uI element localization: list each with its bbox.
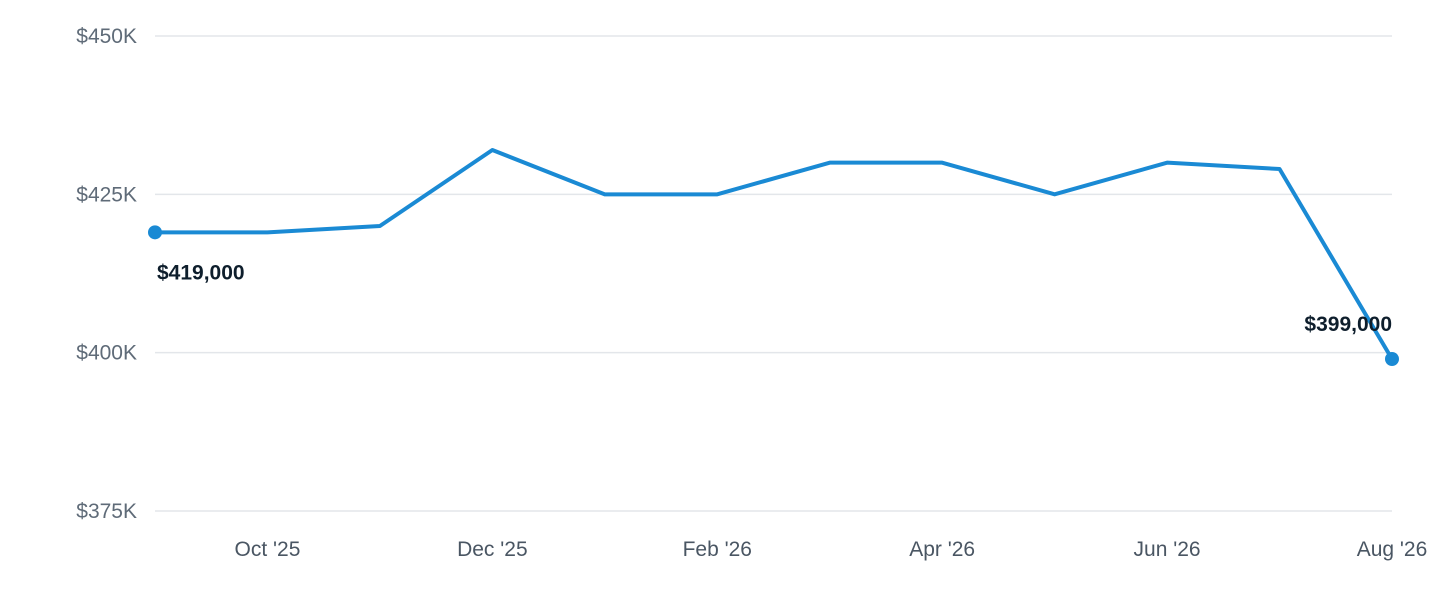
y-axis: $375K $400K $425K $450K (76, 25, 137, 523)
data-point-marker (1385, 352, 1399, 366)
x-tick-label: Dec '25 (457, 538, 528, 561)
x-tick-label: Oct '25 (235, 538, 301, 561)
x-tick-label: Aug '26 (1357, 538, 1428, 561)
data-point-marker (148, 225, 162, 240)
y-tick-label: $375K (76, 500, 137, 523)
x-tick-label: Feb '26 (683, 538, 752, 561)
grid-layer (155, 35, 1392, 512)
x-tick-label: Apr '26 (909, 538, 975, 561)
data-label: $399,000 (1304, 313, 1392, 336)
x-axis: Oct '25 Dec '25 Feb '26 Apr '26 Jun '26 Aug '… (235, 538, 1428, 561)
x-tick-label: Jun '26 (1134, 538, 1201, 561)
series-line (153, 148, 1394, 361)
data-label-layer: $419,000 $399,000 (157, 261, 1392, 336)
series-layer (148, 148, 1399, 366)
y-tick-label: $425K (76, 183, 137, 206)
y-tick-label: $450K (76, 25, 137, 48)
y-tick-label: $400K (76, 342, 137, 365)
data-label: $419,000 (157, 261, 245, 284)
